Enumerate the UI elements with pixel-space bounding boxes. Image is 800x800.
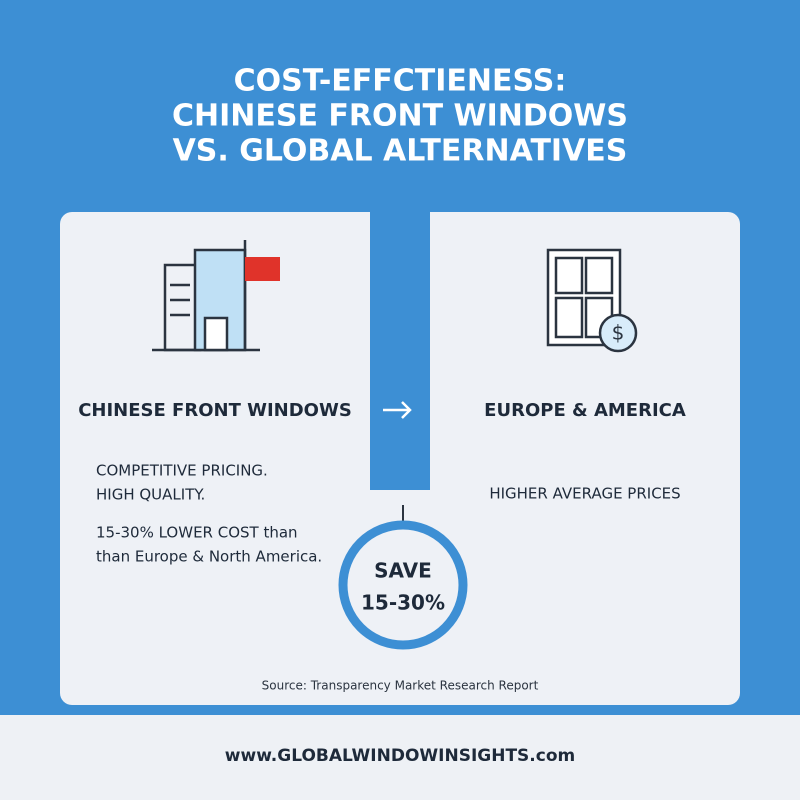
left-heading: CHINESE FRONT WINDOWS [78, 400, 352, 421]
right-heading: EUROPE & AMERICA [484, 400, 686, 421]
right-point: HIGHER AVERAGE PRICES [489, 485, 680, 503]
savings-label: SAVE [374, 559, 432, 583]
window-icon: $ [546, 248, 638, 353]
cost-line: than Europe & North America. [96, 548, 322, 566]
card-divider [370, 205, 430, 490]
title-line: CHINESE FRONT WINDOWS [172, 99, 628, 134]
left-point: COMPETITIVE PRICING. [96, 462, 268, 480]
footer-bar [0, 715, 800, 800]
source: Source: Transparency Market Research Rep… [262, 679, 539, 693]
left-point: HIGH QUALITY. [96, 486, 205, 504]
svg-text:$: $ [612, 321, 625, 345]
savings-ring [338, 520, 468, 650]
title-line: COST-EFFCTIENESS: [234, 64, 567, 99]
title-line: VS. GLOBAL ALTERNATIVES [173, 134, 628, 169]
building-icon [152, 240, 280, 352]
savings-value: 15-30% [361, 591, 445, 615]
footer-url: www.GLOBALWINDOWINSIGHTS.com [225, 746, 575, 766]
cost-line: 15-30% LOWER COST than [96, 524, 298, 542]
arrow-icon [383, 401, 412, 419]
